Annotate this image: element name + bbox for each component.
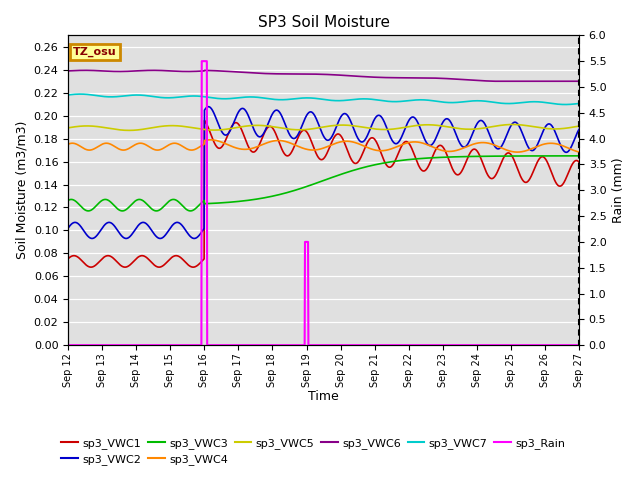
sp3_Rain (355, 342, 363, 348)
sp3_VWC2 (104, 220, 111, 226)
Line: sp3_VWC4: sp3_VWC4 (68, 140, 579, 152)
sp3_VWC5 (125, 128, 132, 133)
sp3_VWC5 (104, 125, 111, 131)
sp3_VWC6 (490, 78, 498, 84)
sp3_VWC6 (64, 68, 72, 74)
Text: TZ_osu: TZ_osu (73, 47, 117, 57)
sp3_Rain (64, 342, 72, 348)
sp3_VWC2 (356, 138, 364, 144)
sp3_Rain (292, 342, 300, 348)
Y-axis label: Soil Moisture (m3/m3): Soil Moisture (m3/m3) (15, 121, 28, 260)
sp3_VWC5 (355, 124, 363, 130)
sp3_Rain (301, 239, 309, 245)
sp3_VWC1 (282, 152, 289, 158)
sp3_VWC7 (561, 102, 569, 108)
sp3_VWC2 (575, 126, 583, 132)
Line: sp3_Rain: sp3_Rain (68, 61, 579, 345)
sp3_VWC5 (292, 127, 300, 132)
sp3_VWC4 (125, 146, 132, 152)
sp3_VWC5 (282, 126, 289, 132)
sp3_VWC6 (355, 73, 363, 79)
sp3_VWC5 (64, 125, 72, 131)
sp3_VWC2 (205, 104, 212, 109)
sp3_VWC4 (104, 141, 111, 146)
sp3_VWC3 (355, 166, 363, 171)
sp3_VWC2 (301, 115, 309, 120)
sp3_VWC6 (282, 71, 289, 77)
sp3_VWC7 (292, 96, 300, 102)
sp3_Rain (104, 342, 111, 348)
sp3_VWC5 (125, 128, 133, 133)
sp3_VWC6 (104, 68, 112, 74)
sp3_VWC6 (292, 71, 300, 77)
sp3_VWC6 (81, 68, 89, 73)
sp3_VWC1 (104, 253, 112, 259)
Line: sp3_VWC7: sp3_VWC7 (68, 94, 579, 105)
sp3_Rain (575, 342, 583, 348)
sp3_VWC2 (190, 236, 198, 241)
sp3_VWC7 (125, 93, 132, 98)
sp3_VWC4 (513, 149, 521, 155)
sp3_VWC3 (64, 197, 72, 203)
sp3_VWC5 (575, 123, 583, 129)
sp3_VWC6 (125, 68, 132, 74)
sp3_VWC5 (509, 121, 516, 127)
sp3_VWC4 (207, 137, 214, 143)
sp3_VWC6 (575, 78, 583, 84)
sp3_VWC7 (64, 92, 72, 98)
sp3_Rain (125, 342, 132, 348)
sp3_VWC7 (301, 95, 309, 101)
sp3_VWC6 (301, 71, 309, 77)
Line: sp3_VWC3: sp3_VWC3 (68, 156, 579, 211)
sp3_VWC4 (282, 139, 289, 144)
sp3_VWC3 (575, 153, 583, 159)
sp3_VWC7 (282, 97, 289, 103)
sp3_VWC3 (292, 187, 300, 193)
sp3_VWC1 (125, 263, 132, 269)
sp3_VWC4 (64, 141, 72, 147)
sp3_VWC3 (301, 184, 309, 190)
sp3_VWC1 (64, 256, 72, 262)
Line: sp3_VWC6: sp3_VWC6 (68, 71, 579, 81)
X-axis label: Time: Time (308, 390, 339, 403)
sp3_VWC3 (104, 197, 111, 203)
sp3_VWC2 (292, 134, 300, 140)
sp3_VWC4 (575, 149, 583, 155)
sp3_VWC3 (118, 208, 126, 214)
Line: sp3_VWC5: sp3_VWC5 (68, 124, 579, 131)
sp3_VWC2 (282, 122, 289, 128)
sp3_VWC2 (125, 235, 132, 240)
sp3_Rain (198, 58, 205, 64)
sp3_VWC7 (355, 96, 363, 102)
sp3_Rain (282, 342, 289, 348)
sp3_VWC1 (87, 264, 95, 270)
sp3_VWC2 (64, 225, 72, 231)
sp3_VWC7 (575, 101, 583, 107)
Y-axis label: Rain (mm): Rain (mm) (612, 157, 625, 223)
Line: sp3_VWC1: sp3_VWC1 (68, 120, 579, 267)
Title: SP3 Soil Moisture: SP3 Soil Moisture (257, 15, 390, 30)
sp3_VWC1 (575, 159, 583, 165)
sp3_VWC7 (76, 91, 84, 97)
Legend: sp3_VWC1, sp3_VWC2, sp3_VWC3, sp3_VWC4, sp3_VWC5, sp3_VWC6, sp3_VWC7, sp3_Rain: sp3_VWC1, sp3_VWC2, sp3_VWC3, sp3_VWC4, … (57, 433, 570, 469)
sp3_VWC4 (355, 141, 363, 147)
sp3_VWC7 (104, 94, 112, 100)
sp3_VWC3 (282, 190, 289, 196)
sp3_VWC1 (200, 118, 208, 123)
Line: sp3_VWC2: sp3_VWC2 (68, 107, 579, 239)
sp3_VWC3 (125, 204, 132, 210)
sp3_VWC1 (301, 128, 309, 133)
sp3_VWC1 (356, 157, 364, 163)
sp3_VWC1 (292, 139, 300, 145)
sp3_VWC4 (301, 146, 309, 152)
sp3_VWC5 (301, 127, 309, 132)
sp3_VWC4 (292, 143, 300, 148)
